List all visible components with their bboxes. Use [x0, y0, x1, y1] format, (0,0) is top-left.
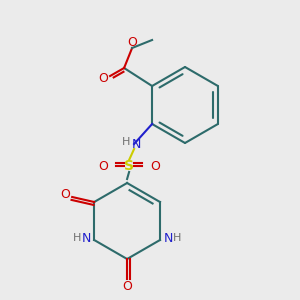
Text: N: N [163, 232, 173, 244]
Text: N: N [82, 232, 91, 244]
Text: S: S [124, 159, 134, 173]
Text: H: H [122, 137, 130, 147]
Text: N: N [131, 139, 141, 152]
Text: O: O [98, 71, 108, 85]
Text: O: O [122, 280, 132, 292]
Text: H: H [173, 233, 181, 243]
Text: O: O [150, 160, 160, 172]
Text: O: O [60, 188, 70, 202]
Text: O: O [127, 37, 137, 50]
Text: H: H [73, 233, 81, 243]
Text: O: O [98, 160, 108, 172]
